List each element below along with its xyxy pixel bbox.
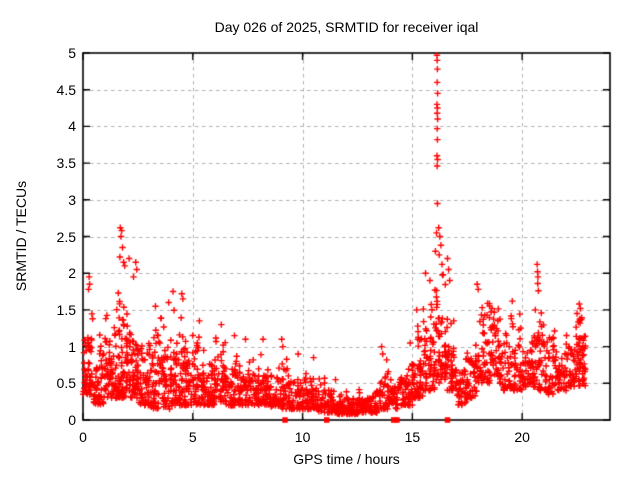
y-tick-label: 5 [68,45,76,61]
y-tick-label: 3.5 [56,155,76,172]
x-axis-label: GPS time / hours [293,451,400,467]
x-tick-label: 5 [188,429,197,445]
y-tick-label: 4 [68,118,76,135]
y-tick-label: 1.5 [56,301,76,318]
chart-title: Day 026 of 2025, SRMTID for receiver iqa… [214,19,479,35]
y-tick-label: 2.5 [56,228,76,245]
y-tick-label: 4.5 [56,81,76,98]
x-tick-label: 10 [294,429,311,445]
x-tick-label: 15 [404,429,421,445]
x-tick-label: 20 [514,429,530,445]
y-tick-label: 3 [68,191,76,208]
y-tick-label: 1 [68,338,76,355]
y-tick-label: 0.5 [56,375,76,392]
x-tick-label: 0 [79,429,87,445]
y-tick-label: 2 [68,265,76,282]
y-tick-label: 0 [68,412,76,428]
